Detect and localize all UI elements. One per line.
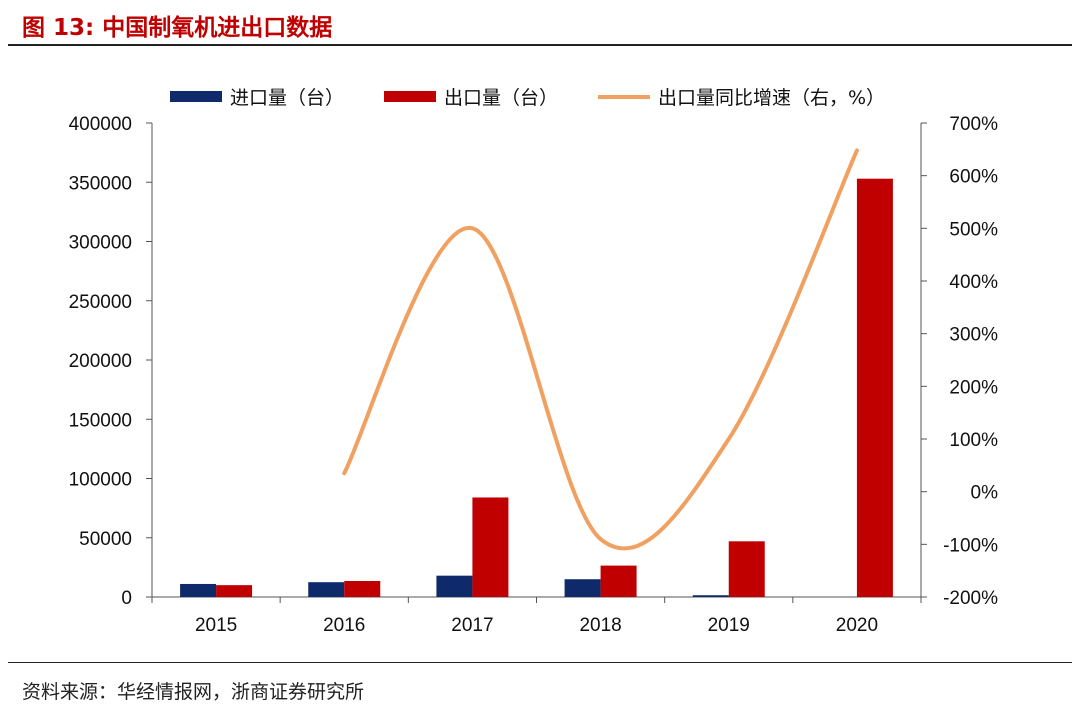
export-bar-2015 [216, 585, 253, 597]
right-tick-label: 600% [949, 167, 998, 188]
legend-import-swatch [170, 91, 222, 102]
import-bar-2015 [180, 583, 217, 597]
source-note: 资料来源：华经情报网，浙商证券研究所 [22, 681, 365, 703]
left-tick-label: 350000 [69, 173, 132, 194]
right-tick-label: 100% [949, 430, 998, 451]
left-tick-label: 400000 [69, 114, 132, 135]
figure-title: 图 13: 中国制氧机进出口数据 [22, 15, 333, 41]
legend-growth-label: 出口量同比增速（右，%） [658, 87, 885, 109]
export-bar-2016 [344, 581, 381, 597]
right-tick-label: 400% [949, 272, 998, 293]
left-tick-label: 100000 [69, 470, 132, 491]
legend-import-label: 进口量（台） [230, 87, 344, 109]
bottom-rule [8, 662, 1072, 663]
export-growth-line [342, 148, 859, 551]
legend-export-label: 出口量（台） [444, 87, 558, 109]
export-bar-2020 [856, 178, 893, 597]
right-tick-label: 0% [971, 483, 999, 504]
x-tick-label: 2018 [579, 615, 621, 636]
right-tick-label: -200% [943, 588, 998, 609]
top-rule [8, 44, 1072, 46]
x-tick-label: 2017 [451, 615, 493, 636]
left-tick-label: 50000 [79, 529, 132, 550]
left-tick-label: 200000 [69, 351, 132, 372]
left-tick-label: 150000 [69, 410, 132, 431]
import-bar-2017 [436, 575, 473, 597]
x-tick-label: 2020 [836, 615, 878, 636]
export-bar-2019 [728, 541, 765, 597]
left-tick-label: 300000 [69, 233, 132, 254]
legend-export-swatch [384, 91, 436, 102]
x-tick-label: 2016 [323, 615, 365, 636]
x-tick-label: 2015 [195, 615, 237, 636]
right-tick-label: 700% [949, 114, 998, 135]
right-tick-label: 500% [949, 219, 998, 240]
import-bar-2018 [564, 579, 601, 597]
export-bar-2017 [472, 497, 509, 597]
right-tick-label: 300% [949, 325, 998, 346]
left-tick-label: 0 [121, 588, 132, 609]
right-tick-label: 200% [949, 377, 998, 398]
x-tick-label: 2019 [708, 615, 750, 636]
left-tick-label: 250000 [69, 292, 132, 313]
import-bar-2019 [692, 595, 729, 597]
import-bar-2016 [308, 582, 345, 597]
export-bar-2018 [600, 565, 637, 597]
right-tick-label: -100% [943, 535, 998, 556]
